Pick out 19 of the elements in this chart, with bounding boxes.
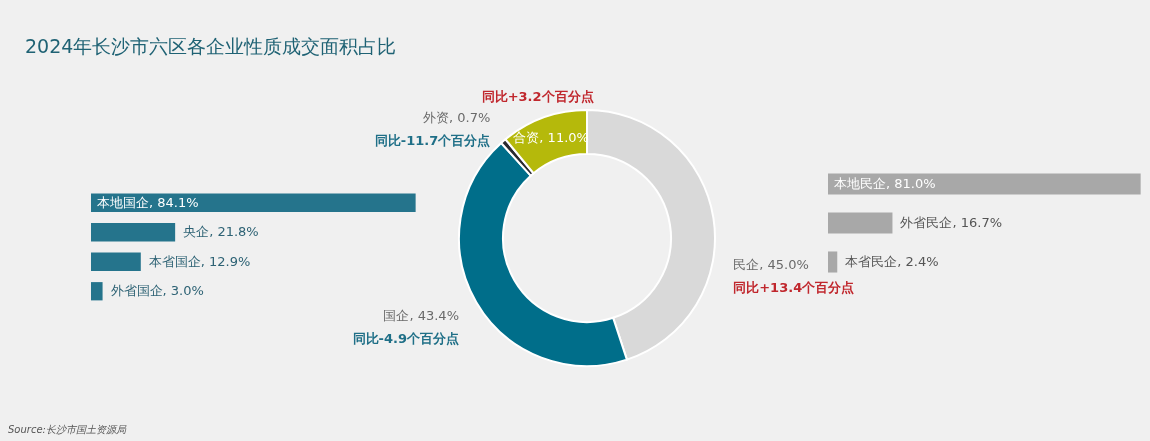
data-label: 本省民企, 2.4%: [845, 254, 939, 269]
data-label: 外省民企, 16.7%: [900, 215, 1003, 230]
slice-label: 民企, 45.0%: [733, 256, 809, 272]
data-label: 本地国企, 84.1%: [97, 194, 199, 210]
data-label: 外省国企, 3.0%: [110, 283, 204, 299]
bar: [91, 252, 141, 271]
slice-label: 国企, 43.4%: [383, 308, 459, 324]
bar: [91, 282, 103, 301]
data-label: 央企, 21.8%: [183, 224, 259, 240]
data-label: 本地民企, 81.0%: [834, 176, 936, 191]
text: 同比-11.7个百分点: [374, 133, 491, 148]
text: 同比-4.9个百分点: [352, 331, 459, 347]
annotation: 同比+13.4个百分点: [733, 279, 855, 295]
source-note: Source:长沙市国土资源局: [8, 424, 127, 435]
slice-label: 外资, 0.7%: [422, 110, 491, 125]
text: 同比+3.2个百分点: [481, 88, 594, 104]
chart-title: 2024年长沙市六区各企业性质成交面积占比: [25, 35, 397, 57]
data-label: 本省国企, 12.9%: [148, 253, 251, 269]
bar: [91, 223, 176, 242]
